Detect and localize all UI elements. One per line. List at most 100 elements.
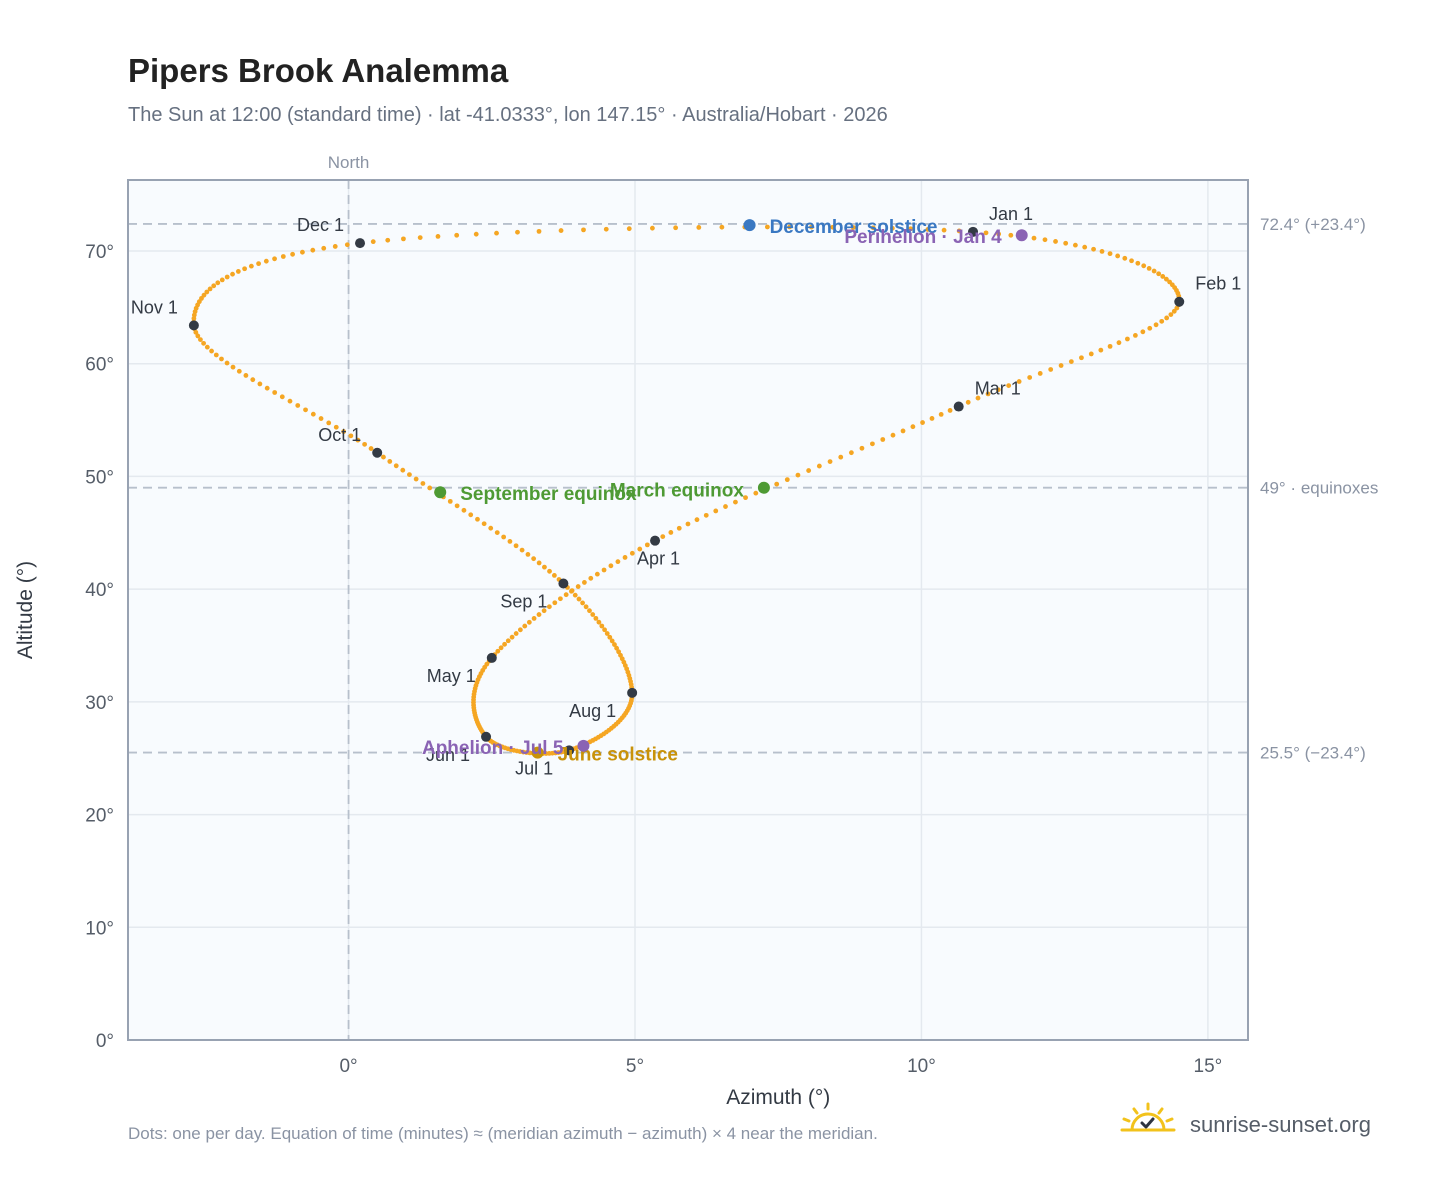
daily-sun-dot — [890, 432, 896, 438]
daily-sun-dot — [536, 612, 542, 617]
daily-sun-dot — [1153, 322, 1159, 328]
daily-sun-dot — [1079, 355, 1084, 361]
brand-logo: sunrise-sunset.org — [1120, 1100, 1390, 1150]
y-axis-title: Altitude (°) — [14, 561, 37, 659]
daily-sun-dot — [204, 344, 210, 350]
daily-sun-dot — [236, 368, 242, 374]
daily-sun-dot — [965, 399, 971, 405]
daily-sun-dot — [279, 394, 285, 400]
event-marker — [434, 486, 447, 499]
daily-sun-dot — [211, 283, 217, 289]
daily-sun-dot — [908, 226, 913, 232]
daily-sun-dot — [601, 567, 607, 573]
event-label: June solstice — [558, 745, 678, 766]
daily-sun-dot — [551, 573, 557, 578]
month-label: Jul 1 — [515, 758, 553, 778]
daily-sun-dot — [696, 225, 702, 230]
daily-sun-dot — [250, 377, 256, 383]
daily-sun-dot — [257, 381, 263, 387]
event-label: Perihelion · Jan 4 — [844, 227, 1002, 248]
daily-sun-dot — [1042, 237, 1048, 243]
daily-sun-dot — [461, 507, 467, 513]
event-marker — [757, 481, 770, 494]
daily-sun-dot — [557, 596, 563, 602]
daily-sun-dot — [507, 538, 513, 544]
daily-sun-dot — [1063, 240, 1069, 246]
daily-sun-dot — [488, 525, 494, 531]
y-tick-label: 20° — [85, 806, 114, 827]
month-label: Oct 1 — [318, 425, 361, 445]
daily-sun-dot — [1164, 315, 1170, 321]
daily-sun-dot — [603, 226, 609, 232]
daily-sun-dot — [733, 499, 738, 505]
daily-sun-dot — [604, 631, 610, 636]
month-label: May 1 — [427, 666, 476, 686]
daily-sun-dot — [626, 226, 632, 232]
daily-sun-dot — [435, 233, 441, 239]
daily-sun-dot — [673, 225, 679, 231]
daily-sun-dot — [1006, 383, 1012, 389]
daily-sun-dot — [644, 542, 650, 548]
month-marker — [188, 320, 199, 331]
reference-line-label: 49° · equinoxes — [1260, 479, 1378, 498]
daily-sun-dot — [256, 261, 261, 267]
daily-sun-dot — [827, 459, 833, 464]
daily-sun-dot — [209, 348, 214, 354]
daily-sun-dot — [219, 277, 225, 283]
daily-sun-dot — [385, 237, 391, 243]
month-label: Sep 1 — [500, 592, 547, 612]
month-marker — [481, 731, 492, 742]
daily-sun-dot — [213, 352, 219, 358]
daily-sun-dot — [215, 280, 221, 286]
daily-sun-dot — [575, 584, 581, 589]
daily-sun-dot — [201, 340, 206, 346]
daily-sun-dot — [870, 225, 876, 231]
daily-sun-dot — [526, 619, 532, 625]
month-label: Apr 1 — [637, 549, 680, 569]
daily-sun-dot — [594, 571, 600, 577]
daily-sun-dot — [925, 227, 931, 232]
x-tick-label: 5° — [626, 1056, 644, 1077]
daily-sun-dot — [1135, 260, 1141, 266]
daily-sun-dot — [341, 429, 347, 434]
daily-sun-dot — [1168, 312, 1174, 318]
month-label: Nov 1 — [131, 297, 178, 317]
daily-sun-dot — [368, 446, 374, 451]
month-marker — [968, 226, 979, 237]
daily-sun-dot — [525, 552, 531, 557]
daily-sun-dot — [587, 608, 592, 614]
daily-sun-dot — [599, 623, 605, 629]
daily-sun-dot — [1037, 371, 1043, 376]
daily-sun-dot — [996, 231, 1002, 237]
daily-sun-dot — [195, 333, 201, 339]
daily-sun-dot — [355, 437, 361, 443]
daily-sun-dot — [513, 631, 519, 636]
daily-sun-dot — [694, 517, 700, 523]
daily-sun-dot — [1122, 255, 1128, 261]
y-tick-label: 10° — [85, 918, 114, 939]
daily-sun-dot — [381, 454, 386, 460]
daily-sun-dot — [1053, 239, 1058, 244]
daily-sun-dot — [201, 292, 207, 298]
x-axis-title: Azimuth (°) — [726, 1086, 830, 1109]
analemma-path — [191, 224, 1182, 756]
daily-sun-dot — [321, 245, 327, 251]
chart-subtitle: The Sun at 12:00 (standard time) · lat -… — [128, 104, 888, 126]
daily-sun-dot — [224, 274, 230, 280]
daily-sun-dot — [1156, 271, 1162, 277]
daily-sun-dot — [569, 588, 574, 594]
x-tick-label: 15° — [1194, 1056, 1223, 1077]
daily-sun-dot — [593, 615, 599, 621]
daily-sun-dot — [660, 534, 666, 539]
daily-sun-dot — [547, 568, 552, 574]
month-marker — [1174, 296, 1185, 307]
daily-sun-dot — [1068, 359, 1074, 365]
daily-sun-dot — [618, 652, 623, 658]
month-marker — [558, 578, 569, 589]
daily-sun-dot — [956, 228, 962, 234]
daily-sun-dot — [522, 623, 528, 629]
event-marker — [743, 219, 756, 232]
daily-sun-dot — [582, 580, 587, 585]
daily-sun-dot — [1027, 375, 1033, 380]
